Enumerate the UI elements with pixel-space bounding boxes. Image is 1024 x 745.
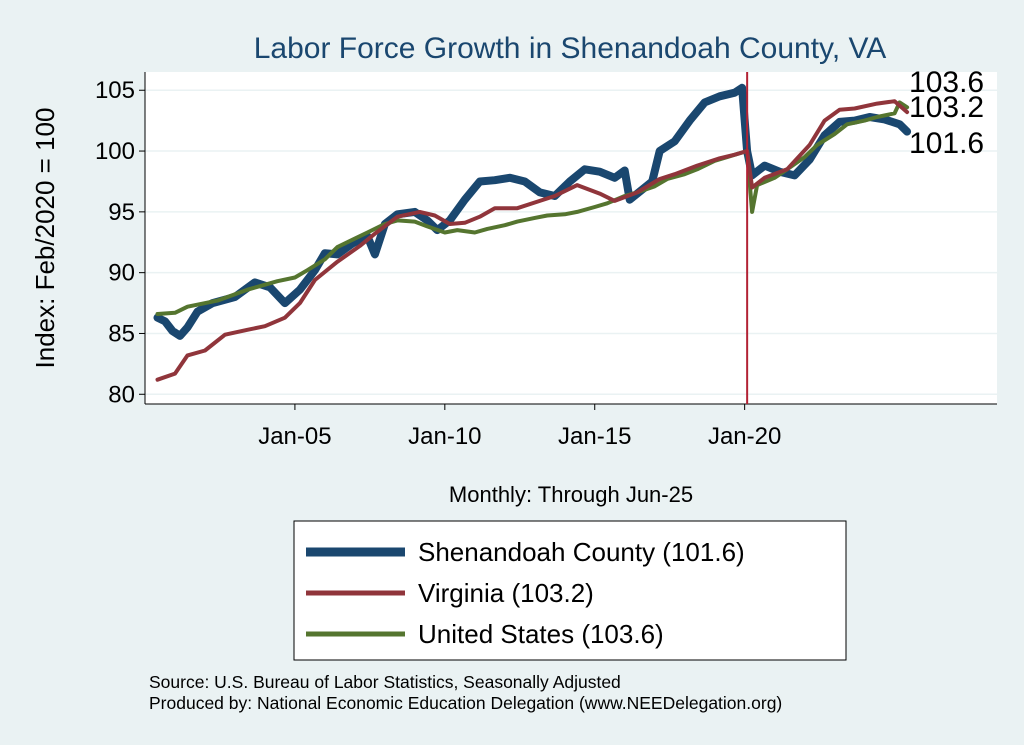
y-axis-label: Index: Feb/2020 = 100 [30, 108, 60, 369]
series-line [155, 100, 910, 316]
x-tick-label: Jan-10 [408, 423, 481, 450]
x-tick-label: Jan-20 [708, 423, 781, 450]
x-tick-label: Jan-05 [258, 423, 331, 450]
end-label: 103.2 [909, 91, 984, 124]
legend-label: Virginia (103.2) [418, 578, 594, 608]
y-axis-ticks: 80 85 90 95 100 105 [95, 77, 145, 408]
series-line [155, 99, 910, 382]
y-tick-label: 85 [108, 320, 135, 347]
y-tick-label: 90 [108, 260, 135, 287]
y-tick-label: 95 [108, 199, 135, 226]
y-tick-label: 105 [95, 77, 135, 104]
series-line [153, 83, 912, 340]
grid-lines [145, 89, 997, 396]
legend: Shenandoah County (101.6) Virginia (103.2… [293, 520, 847, 661]
x-axis-ticks: Jan-05 Jan-10 Jan-15 Jan-20 [258, 404, 781, 450]
legend-label: United States (103.6) [418, 619, 664, 649]
end-label: 101.6 [909, 127, 984, 160]
y-tick-label: 100 [95, 138, 135, 165]
plot-area [145, 72, 997, 404]
series-lines [153, 83, 912, 382]
x-tick-label: Jan-15 [558, 423, 631, 450]
legend-items: Shenandoah County (101.6) Virginia (103.2… [306, 537, 745, 649]
chart-title: Labor Force Growth in Shenandoah County,… [254, 32, 887, 65]
source-line: Source: U.S. Bureau of Labor Statistics,… [149, 672, 621, 692]
y-tick-label: 80 [108, 381, 135, 408]
end-label: 103.6 [909, 66, 984, 99]
legend-label: Shenandoah County (101.6) [418, 537, 745, 567]
x-axis-note: Monthly: Through Jun-25 [449, 482, 693, 507]
producer-line: Produced by: National Economic Education… [149, 693, 782, 713]
